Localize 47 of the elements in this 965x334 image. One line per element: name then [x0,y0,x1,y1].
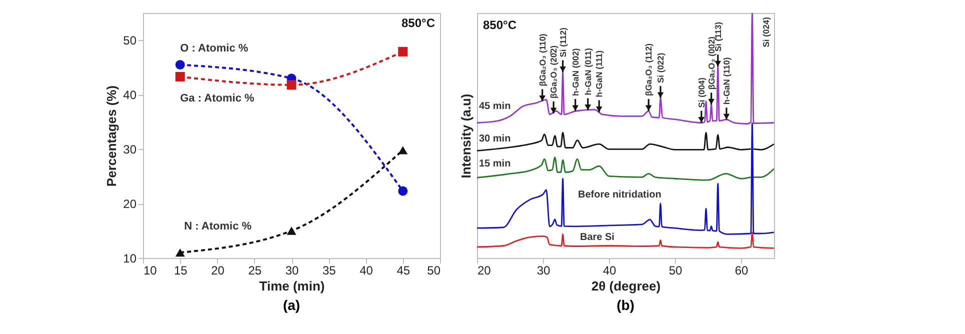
annotation: h-GaN (110) [721,57,732,105]
series-label: O : Atomic % [180,42,248,55]
y-tick-label: 10 [123,252,137,266]
annotation: h-GaN (002) [570,48,580,96]
x-tick-label: 25 [248,264,262,278]
series-label: 45 min [479,100,511,112]
x-tick-label: 35 [322,264,336,278]
x-tick-label: 30 [285,264,299,278]
x-tick-label: 30 [536,264,550,278]
y-tick-label: 50 [123,34,137,48]
x-tick-label: 40 [360,264,374,278]
annotation: 850°C [483,18,517,32]
annotation: βGa₂O₃ (112) [644,43,654,96]
y-axis-title: Intensity (a.u) [458,94,474,178]
x-tick-label: 60 [734,264,748,278]
series-label: Before nitridation [578,189,662,200]
annotation: Si (112) [558,27,568,58]
x-tick-label: 15 [174,264,188,278]
y-tick-label: 40 [123,88,137,102]
x-tick-label: 10 [144,264,158,278]
x-tick-label: 20 [478,264,492,278]
series-label: 15 min [479,158,511,170]
series-label: Ga : Atomic % [180,92,255,105]
annotation: βGa₂O₃ (20̄2) [548,45,559,98]
annotation: Si (022) [655,52,666,84]
y-tick-label: 30 [123,142,137,157]
x-axis-title: 2θ (degree) [591,278,661,294]
text: (b) [616,297,634,313]
x-tick-label: 50 [668,264,682,278]
x-tick-label: 20 [211,264,225,278]
annotation: βGa₂O₃ (110) [537,33,548,86]
x-tick-label: 40 [602,264,616,278]
series-label: N : Atomic % [184,220,252,233]
annotation: Si (004) [696,77,706,108]
annotation: h-GaN (111) [594,50,604,98]
annotation: 850°C [402,16,436,30]
annotation: Si (024) [761,16,771,48]
annotation: h-GaN (011) [582,48,593,96]
y-axis-title: Percentages (%) [104,85,120,187]
text: (a) [282,297,300,313]
x-axis-title: Time (min) [259,278,325,294]
series-label: 30 min [479,134,511,145]
x-tick-label: 50 [427,264,441,278]
annotation: βGa₂O₃ (002) [706,36,716,90]
series-label: Bare Si [580,232,615,244]
x-tick-label: 45 [396,264,410,278]
y-tick-label: 20 [123,197,137,212]
